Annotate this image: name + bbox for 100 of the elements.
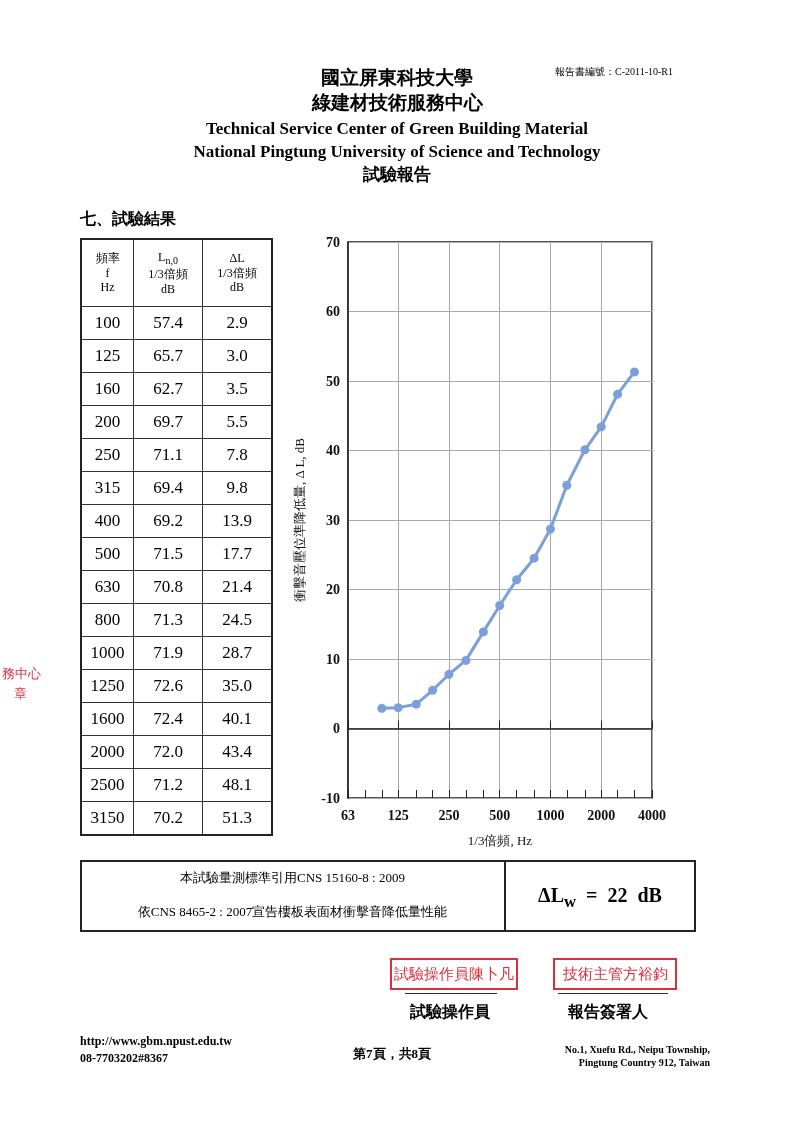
point bbox=[630, 367, 639, 377]
data-label: 72.4 bbox=[133, 702, 203, 736]
category-label: 630 bbox=[81, 570, 134, 604]
data-label: 70.2 bbox=[133, 801, 203, 835]
text: http://www.gbm.npust.edu.tw bbox=[80, 1034, 233, 1049]
data-label: 65.7 bbox=[133, 339, 203, 373]
point bbox=[393, 703, 403, 713]
category-label: 1250 bbox=[81, 669, 134, 703]
text: 綠建材技術服務中心 bbox=[310, 91, 484, 115]
point bbox=[580, 445, 590, 455]
text: ΔL 1/3倍頻 dB bbox=[202, 239, 272, 307]
category-label: 3150 bbox=[81, 801, 134, 835]
category-label: 125 bbox=[81, 339, 134, 373]
data-label: 71.5 bbox=[133, 537, 203, 571]
data-label: 9.8 bbox=[202, 471, 272, 505]
category-label: 1600 bbox=[81, 702, 134, 736]
data-label: 3.5 bbox=[202, 372, 272, 406]
x-tick-label: 1000 bbox=[536, 807, 565, 823]
text: 試驗操作員陳卜凡 bbox=[390, 958, 518, 990]
text: ΔL$_{w}$ = 22 dB bbox=[537, 883, 663, 913]
text: 國立屏東科技大學 bbox=[321, 67, 473, 88]
data-label: 21.4 bbox=[202, 570, 272, 604]
data-label: 17.7 bbox=[202, 537, 272, 571]
data-label: 3.0 bbox=[202, 339, 272, 373]
x-axis-title: 1/3倍頻, Hz bbox=[467, 833, 533, 848]
text: 務中心 bbox=[2, 666, 41, 683]
data-label: 69.7 bbox=[133, 405, 203, 439]
data-label: 51.3 bbox=[202, 801, 272, 835]
data-label: 71.3 bbox=[133, 603, 203, 637]
text: 技術主管方裕鈞 bbox=[553, 958, 677, 990]
y-tick-label: 60 bbox=[326, 304, 340, 319]
point bbox=[428, 685, 438, 695]
text: 報告簽署人 bbox=[567, 1002, 649, 1022]
data-label: 5.5 bbox=[202, 405, 272, 439]
y-tick-label: 30 bbox=[326, 512, 340, 528]
y-tick-label: 50 bbox=[326, 373, 340, 389]
text: 試驗操作員 bbox=[409, 1002, 491, 1022]
x-tick-label: 63 bbox=[341, 807, 355, 823]
x-tick-label: 500 bbox=[489, 807, 511, 823]
point bbox=[529, 553, 539, 563]
category-label: 1000 bbox=[81, 636, 134, 670]
data-label: 72.0 bbox=[133, 735, 203, 769]
text: 報告書編號：C-2011-10-R1 bbox=[555, 66, 673, 79]
point bbox=[377, 703, 387, 713]
x-tick-label: 250 bbox=[438, 807, 460, 823]
data-label: 2.9 bbox=[202, 306, 272, 340]
data-label: 57.4 bbox=[133, 306, 203, 340]
data-label: 70.8 bbox=[133, 570, 203, 604]
text: 本試驗量測標準引用CNS 15160-8 : 2009 bbox=[179, 870, 406, 887]
point bbox=[444, 669, 454, 679]
category-label: 160 bbox=[81, 372, 134, 406]
data-label: 7.8 bbox=[202, 438, 272, 472]
point bbox=[495, 600, 505, 610]
y-tick-label: 40 bbox=[326, 443, 340, 458]
point bbox=[461, 655, 471, 665]
y-axis-title: 衝擊音壓位準降低量, Δ L, dB bbox=[292, 437, 307, 603]
data-label: 28.7 bbox=[202, 636, 272, 670]
category-label: 500 bbox=[81, 537, 134, 571]
data-label: 71.2 bbox=[133, 768, 203, 802]
data-label: 24.5 bbox=[202, 603, 272, 637]
x-tick-label: 2000 bbox=[587, 807, 616, 823]
x-tick-label: 4000 bbox=[638, 807, 666, 823]
text: 08-7703202#8367 bbox=[80, 1051, 168, 1066]
text: Technical Service Center of Green Building Material bbox=[204, 118, 590, 140]
point bbox=[545, 524, 555, 534]
point bbox=[512, 575, 522, 585]
y-tick-label: 20 bbox=[326, 582, 340, 597]
data-label: 62.7 bbox=[133, 372, 203, 406]
data-label: 13.9 bbox=[202, 504, 272, 538]
point bbox=[596, 422, 606, 432]
point bbox=[562, 480, 572, 490]
text: L$_{n,0}$ 1/3倍頻 dB bbox=[133, 239, 203, 307]
category-label: 400 bbox=[81, 504, 134, 538]
data-label: 72.6 bbox=[133, 669, 203, 703]
data-label: 48.1 bbox=[202, 768, 272, 802]
text: No.1, Xuefu Rd., Neipu Township, Pingtung Country 912, Taiwan bbox=[563, 1044, 710, 1069]
category-label: 250 bbox=[81, 438, 134, 472]
category-label: 200 bbox=[81, 405, 134, 439]
data-label: 71.1 bbox=[133, 438, 203, 472]
data-label: 40.1 bbox=[202, 702, 272, 736]
point bbox=[411, 699, 421, 709]
y-tick-label: -10 bbox=[321, 790, 340, 806]
category-label: 800 bbox=[81, 603, 134, 637]
point bbox=[613, 389, 623, 399]
data-label: 43.4 bbox=[202, 735, 272, 769]
text: 試驗報告 bbox=[362, 164, 432, 186]
point bbox=[478, 627, 488, 637]
y-tick-label: 70 bbox=[326, 234, 340, 250]
y-tick-label: 10 bbox=[326, 651, 340, 667]
category-label: 100 bbox=[81, 306, 134, 340]
text: 七、試驗結果 bbox=[80, 209, 176, 229]
text: 章 bbox=[14, 686, 27, 703]
category-label: 315 bbox=[81, 471, 134, 505]
data-label: 71.9 bbox=[133, 636, 203, 670]
category-label: 2000 bbox=[81, 735, 134, 769]
text: 依CNS 8465-2 : 2007宣告樓板表面材衝擊音降低量性能 bbox=[136, 904, 449, 921]
x-tick-label: 125 bbox=[387, 807, 409, 823]
text: 頻率 f Hz bbox=[81, 239, 134, 307]
data-label: 35.0 bbox=[202, 669, 272, 703]
data-label: 69.2 bbox=[133, 504, 203, 538]
